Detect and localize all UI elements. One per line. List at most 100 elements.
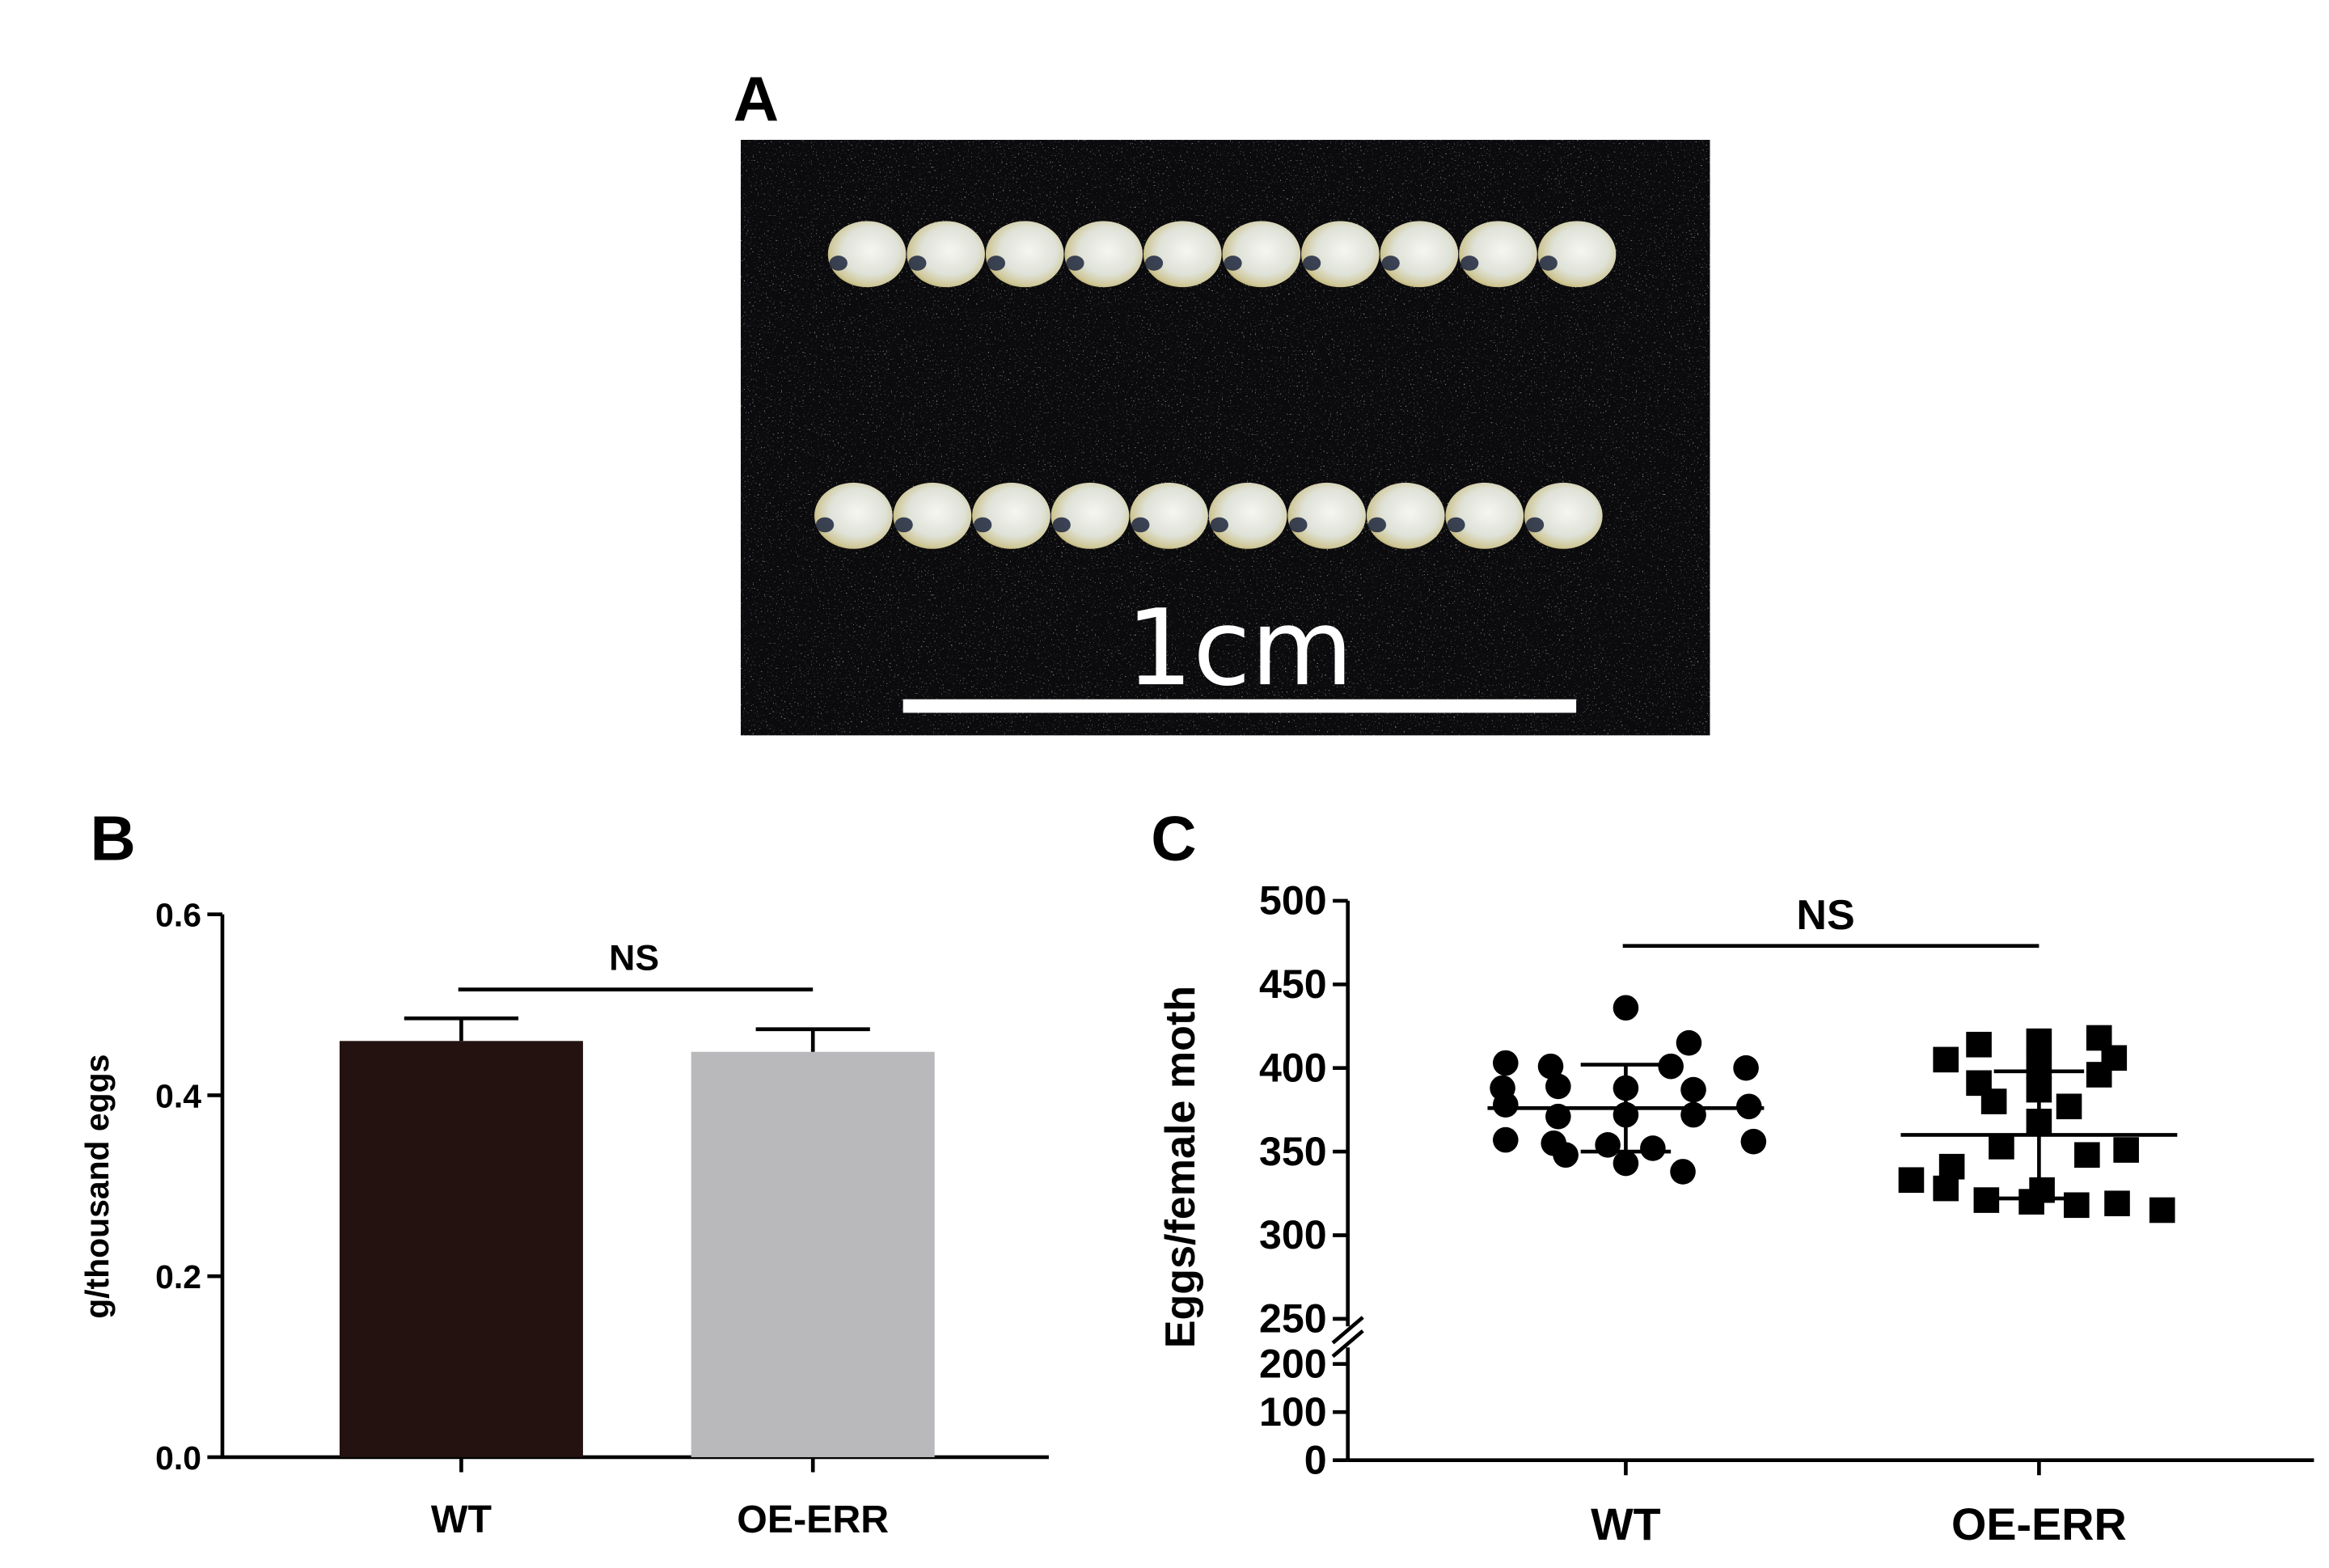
chart-b: g/thousand eggs NS 0.0 0.2 0.4 0.6 WT OE-ERR — [78, 897, 1049, 1541]
egg-spot — [987, 256, 1006, 271]
egg-spot — [1447, 517, 1465, 533]
chart-c-point-wt — [1740, 1128, 1767, 1155]
chart-c-point-oe-err — [1980, 1088, 2007, 1114]
egg — [1130, 482, 1208, 549]
egg-spot — [1539, 256, 1558, 271]
egg — [1301, 221, 1380, 288]
chart-c-point-wt — [1545, 1103, 1571, 1130]
egg — [972, 482, 1050, 549]
chart-b-bar — [339, 1041, 583, 1457]
egg-row-top — [827, 221, 1617, 288]
egg — [1287, 482, 1366, 549]
chart-c-point-oe-err — [1966, 1031, 1992, 1058]
chart-c-y-tick-label: 500 — [1259, 878, 1327, 923]
chart-c-point-oe-err — [1938, 1153, 1965, 1180]
egg — [907, 221, 985, 288]
egg — [1143, 221, 1222, 288]
panel-c-letter: C — [1151, 803, 1196, 874]
chart-c-point-wt — [1640, 1135, 1666, 1161]
chart-c-point-oe-err — [1933, 1175, 1959, 1202]
egg-spot — [1381, 256, 1400, 271]
egg — [1208, 482, 1287, 549]
chart-c-y-tick-label: 350 — [1259, 1129, 1327, 1174]
egg-spot — [1066, 256, 1084, 271]
chart-c-point-wt — [1733, 1054, 1759, 1081]
chart-c-point-oe-err — [2104, 1190, 2130, 1217]
egg — [1380, 221, 1459, 288]
egg — [1366, 482, 1445, 549]
egg-spot — [894, 517, 913, 533]
chart-c-point-wt — [1492, 1126, 1519, 1153]
chart-c-point-wt — [1553, 1142, 1579, 1169]
chart-c-x-tick-label: OE-ERR — [1951, 1499, 2127, 1549]
egg-spot — [1052, 517, 1071, 533]
chart-c-point-wt — [1680, 1076, 1706, 1103]
chart-c-point-oe-err — [2056, 1093, 2082, 1120]
chart-c-y-tick-label: 450 — [1259, 962, 1327, 1007]
chart-c-y-tick-label: 100 — [1259, 1389, 1327, 1435]
chart-c-axis-break-mark — [1331, 1329, 1364, 1359]
egg-spot — [1224, 256, 1242, 271]
chart-c-point-wt — [1670, 1159, 1696, 1185]
chart-c-point-wt — [1613, 1150, 1639, 1177]
chart-c-significance-label: NS — [1796, 892, 1854, 939]
chart-c-point-oe-err — [2064, 1192, 2090, 1219]
chart-c-y-tick-label: 0 — [1304, 1437, 1327, 1482]
egg-spot — [1144, 256, 1164, 271]
chart-c-point-wt — [1545, 1073, 1571, 1100]
scale-bar-label: 1cm — [1126, 586, 1353, 709]
egg-row-bottom — [814, 482, 1603, 549]
chart-c-point-oe-err — [1989, 1134, 2014, 1160]
chart-c-point-wt — [1676, 1029, 1702, 1056]
egg-spot — [1289, 517, 1308, 533]
chart-b-bar — [691, 1051, 935, 1457]
chart-c-point-wt — [1492, 1050, 1519, 1076]
chart-c-point-oe-err — [1898, 1167, 1925, 1194]
egg — [1445, 482, 1524, 549]
chart-c-y-tick-label: 300 — [1259, 1212, 1327, 1257]
panel-a-letter: A — [733, 63, 779, 134]
chart-b-y-tick-label: 0.2 — [155, 1258, 201, 1295]
egg — [1050, 482, 1130, 549]
egg-spot — [1131, 517, 1150, 533]
chart-c-point-oe-err — [1933, 1046, 1959, 1073]
chart-c-point-oe-err — [2113, 1137, 2139, 1163]
chart-c-point-wt — [1613, 995, 1639, 1021]
egg — [893, 482, 972, 549]
egg — [827, 221, 907, 288]
chart-c-y-axis-label: Eggs/female moth — [1157, 986, 1204, 1348]
chart-b-y-axis-label: g/thousand eggs — [78, 1054, 116, 1319]
chart-c-point-oe-err — [2026, 1028, 2052, 1054]
chart-c-point-oe-err — [2074, 1142, 2100, 1169]
egg-spot — [1367, 517, 1387, 533]
egg-spot — [908, 256, 927, 271]
chart-b-significance-label: NS — [609, 938, 659, 978]
egg — [1537, 221, 1617, 288]
egg — [814, 482, 893, 549]
egg — [1064, 221, 1143, 288]
chart-c-axis-break-mark — [1331, 1316, 1364, 1345]
chart-b-y-tick-label: 0.0 — [155, 1439, 201, 1477]
egg — [985, 221, 1064, 288]
egg-spot — [974, 517, 992, 533]
egg-spot — [1460, 256, 1479, 271]
chart-b-x-tick-label: WT — [431, 1498, 492, 1541]
chart-c-point-wt — [1680, 1101, 1706, 1128]
chart-b-y-tick-label: 0.4 — [155, 1077, 201, 1114]
chart-b-x-tick-label: OE-ERR — [737, 1498, 889, 1541]
egg-spot — [829, 256, 847, 271]
egg-spot — [1302, 256, 1321, 271]
scale-bar — [902, 699, 1577, 713]
chart-b-y-tick-label: 0.6 — [155, 897, 201, 934]
chart-c-point-oe-err — [2086, 1062, 2112, 1088]
chart-c-point-wt — [1537, 1053, 1564, 1080]
egg-spot — [815, 517, 835, 533]
chart-c-point-wt — [1595, 1132, 1621, 1158]
chart-c-y-tick-label: 250 — [1259, 1296, 1327, 1342]
chart-c-point-oe-err — [2149, 1197, 2175, 1224]
chart-c-point-wt — [1492, 1092, 1519, 1118]
egg-spot — [1210, 517, 1228, 533]
panel-b-letter: B — [90, 803, 135, 874]
